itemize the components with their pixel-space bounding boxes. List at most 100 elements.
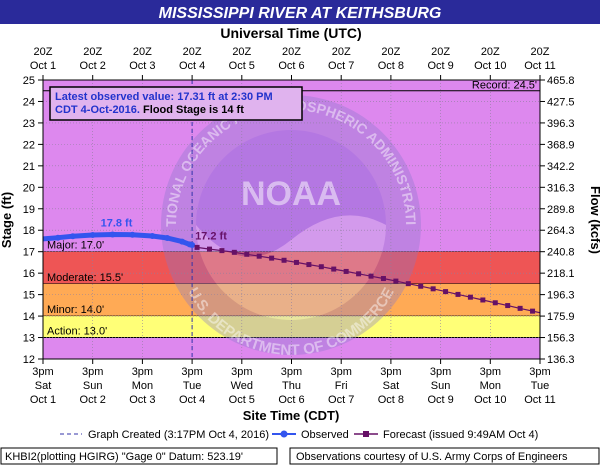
noaa-logo-text: NOAA <box>241 175 341 213</box>
top-tick-day: Oct 11 <box>524 60 556 72</box>
bottom-tick-dow: Tue <box>183 380 202 392</box>
flood-category-labels: Major: 17.0' Moderate: 15.5' Minor: 14.0' A… <box>47 240 123 338</box>
bottom-tick-day: Oct 8 <box>378 394 404 406</box>
bottom-tick-day: Oct 10 <box>474 394 506 406</box>
top-tick-hour: 20Z <box>431 46 450 58</box>
forecast-point <box>331 266 337 272</box>
y2-tick-label: 316.3 <box>547 182 575 194</box>
top-tick-hour: 20Z <box>133 46 152 58</box>
y2-tick-label: 368.9 <box>547 139 575 151</box>
bottom-tick-day: Oct 7 <box>328 394 354 406</box>
bottom-tick-time: 3pm <box>380 366 401 378</box>
forecast-point <box>430 286 436 292</box>
flood-label-3: Action: 13.0' <box>47 326 107 338</box>
bottom-tick-time: 3pm <box>132 366 153 378</box>
bottom-tick-day: Oct 3 <box>129 394 155 406</box>
bottom-tick-dow: Wed <box>231 380 253 392</box>
y-tick-label: 21 <box>23 161 35 173</box>
bottom-tick-dow: Fri <box>335 380 348 392</box>
bottom-tick-time: 3pm <box>231 366 252 378</box>
top-tick-day: Oct 9 <box>427 60 453 72</box>
y2-tick-label: 218.1 <box>547 268 575 280</box>
bottom-tick-day: Oct 2 <box>80 394 106 406</box>
chart-title: MISSISSIPPI RIVER AT KEITHSBURG <box>159 5 442 22</box>
bottom-tick-dow: Mon <box>480 380 501 392</box>
bottom-tick-time: 3pm <box>281 366 302 378</box>
y2-tick-label: 240.8 <box>547 247 575 259</box>
legend-forecast: Forecast (issued 9:49AM Oct 4) <box>383 429 538 441</box>
observed-point <box>54 234 61 241</box>
y-tick-label: 13 <box>23 333 35 345</box>
observed-point <box>129 231 136 238</box>
forecast-point <box>318 264 324 270</box>
footer-right-text: Observations courtesy of U.S. Army Corps… <box>296 451 568 463</box>
bottom-tick-time: 3pm <box>430 366 451 378</box>
observed-point <box>164 234 171 241</box>
bottom-tick-day: Oct 4 <box>179 394 205 406</box>
observed-point <box>109 231 116 238</box>
forecast-point <box>467 294 473 300</box>
bottom-tick-day: Oct 1 <box>30 394 56 406</box>
top-axis-ticks: 20Z Oct 1 20Z Oct 2 20Z Oct 3 20Z Oct 4 20Z Oct 5… <box>30 46 556 80</box>
bottom-tick-day: Oct 11 <box>524 394 556 406</box>
top-tick-day: Oct 7 <box>328 60 354 72</box>
bottom-tick-dow: Mon <box>132 380 153 392</box>
record-label: Record: 24.5' <box>472 80 537 92</box>
bottom-tick-dow: Sun <box>431 380 451 392</box>
bottom-tick-time: 3pm <box>480 366 501 378</box>
forecast-point <box>393 278 399 284</box>
flood-label-1: Moderate: 15.5' <box>47 272 123 284</box>
forecast-point <box>380 276 386 282</box>
bottom-tick-time: 3pm <box>529 366 550 378</box>
y-axis-title: Stage (ft) <box>0 192 14 248</box>
top-tick-day: Oct 6 <box>278 60 304 72</box>
forecast-point <box>269 255 275 261</box>
footer-right-box <box>289 447 600 465</box>
y-tick-label: 24 <box>23 96 35 108</box>
top-tick-day: Oct 4 <box>179 60 205 72</box>
legend: Graph Created (3:17PM Oct 4, 2016) Obser… <box>60 429 538 441</box>
bottom-tick-dow: Tue <box>531 380 550 392</box>
forecast-point <box>194 244 200 250</box>
y2-axis-title: Flow (kcfs) <box>588 186 600 254</box>
y2-tick-label: 136.3 <box>547 354 575 366</box>
latest-observation-line1: Latest observed value: 17.31 ft at 2:30 … <box>55 91 273 103</box>
top-tick-hour: 20Z <box>481 46 500 58</box>
y2-tick-label: 427.5 <box>547 96 575 108</box>
forecast-point <box>219 248 225 254</box>
forecast-point <box>368 273 374 279</box>
forecast-point <box>455 291 461 297</box>
top-tick-hour: 20Z <box>332 46 351 58</box>
observed-point <box>69 233 76 240</box>
y-tick-label: 15 <box>23 290 35 302</box>
y-tick-label: 16 <box>23 268 35 280</box>
top-tick-day: Oct 10 <box>474 60 506 72</box>
observed-series-points <box>54 231 196 249</box>
bottom-tick-time: 3pm <box>32 366 53 378</box>
legend-created: Graph Created (3:17PM Oct 4, 2016) <box>88 429 269 441</box>
forecast-point <box>505 303 511 309</box>
y-axis-ticks: 12 13 14 15 16 17 18 19 20 21 22 23 24 25 <box>23 75 43 366</box>
forecast-point <box>418 283 424 289</box>
forecast-start-label: 17.2 ft <box>195 230 227 242</box>
top-tick-day: Oct 5 <box>229 60 255 72</box>
forecast-point <box>306 262 312 268</box>
top-tick-hour: 20Z <box>282 46 301 58</box>
observed-point <box>179 238 186 245</box>
y-tick-label: 12 <box>23 354 35 366</box>
y-tick-label: 18 <box>23 225 35 237</box>
latest-observation-line2: CDT 4-Oct-2016. Flood Stage is 14 ft <box>55 104 244 116</box>
observed-point <box>89 231 96 238</box>
forecast-point <box>443 289 449 295</box>
flood-label-2: Minor: 14.0' <box>47 304 104 316</box>
latest-observation-box: Latest observed value: 17.31 ft at 2:30 … <box>49 86 303 121</box>
footer-left-text: KHBI2(plotting HGIRG) "Gage 0" Datum: 52… <box>5 451 243 463</box>
y2-tick-label: 196.3 <box>547 290 575 302</box>
forecast-point <box>244 251 250 257</box>
forecast-point <box>231 249 237 255</box>
y2-tick-label: 465.8 <box>547 75 575 87</box>
top-tick-hour: 20Z <box>232 46 251 58</box>
forecast-point <box>281 257 287 263</box>
legend-observed: Observed <box>301 429 349 441</box>
